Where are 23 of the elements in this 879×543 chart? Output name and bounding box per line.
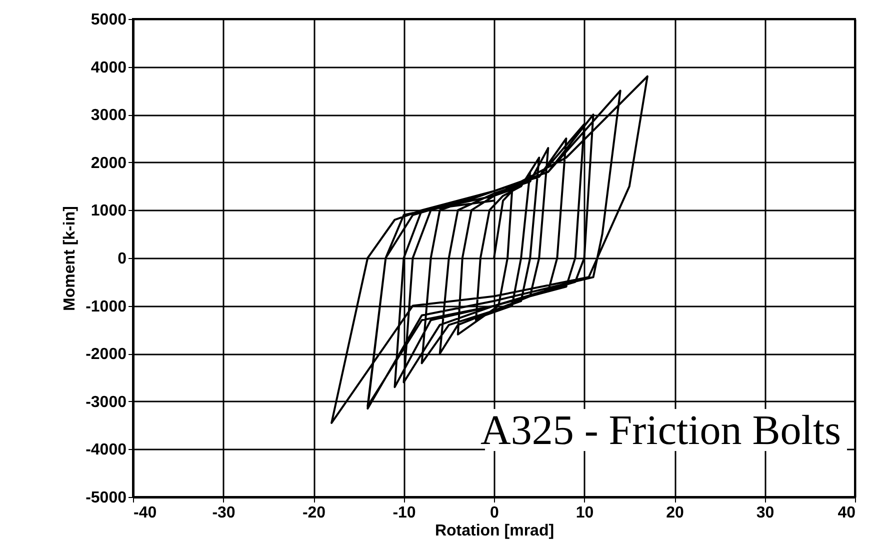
y-tick-label: -2000 [86,346,127,364]
y-tick-label: -4000 [86,442,127,459]
x-tick-label: 40 [838,504,856,522]
y-tick-label: 2000 [90,154,127,172]
y-axis-title: Moment [k-in] [62,206,79,311]
y-tick-label: 1000 [90,202,127,220]
y-tick-label: -3000 [86,394,127,411]
x-tick-label: -30 [212,504,236,522]
y-tick-label: -5000 [86,490,127,506]
y-tick-label: 3000 [90,107,127,124]
x-tick-label: -40 [134,504,157,522]
x-tick-label: -20 [302,504,326,522]
annotation: A325 - Friction Bolts [480,408,841,454]
y-tick-label: 4000 [90,59,127,76]
x-tick-label: 30 [756,504,774,522]
x-tick-label: 10 [576,504,594,522]
x-tick-label: 20 [666,504,684,522]
y-tick-label: 5000 [90,12,127,28]
x-tick-label: -10 [392,504,416,522]
y-tick-label: -1000 [86,298,127,316]
x-axis-title: Rotation [mrad] [434,522,554,540]
y-tick-label: 0 [118,250,127,268]
x-tick-label: 0 [490,504,500,522]
